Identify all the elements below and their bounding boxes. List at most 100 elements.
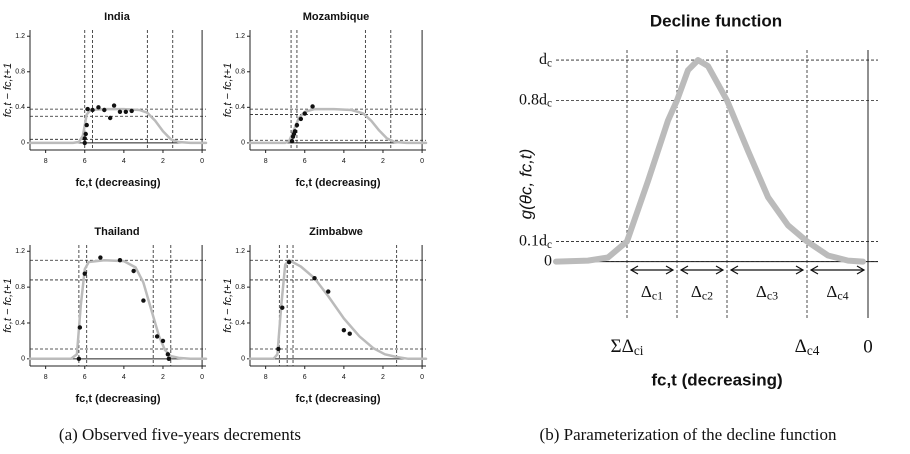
x-tick-label: Δc4	[795, 336, 820, 358]
point	[123, 109, 129, 114]
x-tick-label: 2	[161, 158, 165, 165]
x-tick-label: 4	[342, 374, 346, 381]
x-axis-label: fc,t (decreasing)	[76, 177, 161, 189]
point	[310, 104, 315, 109]
curve	[248, 258, 428, 361]
y-tick-label: dc	[539, 51, 552, 69]
point	[341, 327, 347, 333]
point	[298, 116, 304, 122]
y-tick-label: 0	[21, 140, 25, 147]
point	[117, 258, 123, 263]
point	[302, 111, 307, 116]
arrow-head	[809, 265, 866, 275]
point	[98, 255, 103, 260]
y-tick-label: 0	[241, 356, 245, 363]
x-tick-label: 6	[83, 158, 87, 165]
point	[312, 275, 317, 281]
x-tick-label: 6	[303, 158, 307, 165]
y-tick-label: 0.4	[15, 104, 25, 111]
y-tick-label: 0.4	[235, 104, 245, 111]
y-tick-label: 0	[21, 356, 25, 363]
panel: India fc,t (decreasing) fc,t − fc,t+1 0 0.4 0…	[2, 11, 208, 189]
x-tick-label: 8	[264, 374, 268, 381]
point	[77, 325, 83, 330]
point	[276, 346, 281, 352]
x-tick-label: 0	[200, 158, 204, 165]
x-axis-label: fc,t (decreasing)	[296, 177, 381, 189]
annotation: Δc4	[826, 282, 848, 302]
y-tick-label: 0.8	[15, 284, 25, 291]
x-tick-label: ΣΔci	[611, 336, 644, 358]
point	[131, 268, 136, 274]
point	[84, 122, 89, 128]
x-tick-label: 8	[44, 374, 48, 381]
curve	[553, 57, 866, 265]
y-tick-label: 0.1dc	[519, 232, 552, 250]
chart-title: Decline function	[650, 11, 782, 30]
panel: Thailand fc,t (decreasing) fc,t − fc,t+1 0 0…	[2, 226, 208, 405]
annotation: Δc2	[691, 282, 713, 302]
point	[141, 298, 146, 303]
x-tick-label: 4	[342, 158, 346, 165]
x-tick-label: 8	[44, 158, 48, 165]
caption: (a) Observed five-years decrements	[59, 425, 301, 444]
point	[90, 107, 95, 113]
arrow-head	[729, 265, 805, 275]
x-tick-label: 6	[303, 374, 307, 381]
y-tick-label: 0.4	[15, 320, 25, 327]
x-tick-label: 0	[420, 158, 424, 165]
y-tick-label: 0.8	[235, 69, 245, 76]
x-tick-label: 2	[161, 374, 165, 381]
curve	[28, 258, 208, 361]
arrow-head	[629, 265, 675, 275]
point	[160, 338, 166, 344]
point	[76, 356, 82, 362]
point	[85, 106, 90, 112]
y-tick-label: 1.2	[235, 248, 245, 255]
y-tick-label: 1.2	[235, 33, 245, 40]
y-axis-label: g(θc, fc,t)	[516, 149, 535, 220]
chart-title: India	[104, 11, 131, 23]
point	[292, 129, 298, 134]
point	[82, 271, 87, 276]
point	[294, 122, 300, 128]
point	[289, 138, 295, 144]
point	[82, 136, 87, 141]
point	[280, 305, 285, 310]
y-tick-label: 1.2	[15, 248, 25, 255]
point	[286, 259, 292, 265]
point	[107, 115, 113, 121]
point	[83, 131, 88, 137]
y-tick-label: 0.8	[15, 69, 25, 76]
x-tick-label: 0	[200, 374, 204, 381]
x-tick-label: 2	[381, 158, 385, 165]
x-tick-label: 2	[381, 374, 385, 381]
y-tick-label: 0.8dc	[519, 91, 552, 109]
x-tick-label: 6	[83, 374, 87, 381]
y-tick-label: 0	[544, 252, 552, 269]
x-tick-label: 8	[264, 158, 268, 165]
x-tick-label: 4	[122, 374, 126, 381]
point	[96, 105, 101, 110]
annotation: Δc3	[756, 282, 778, 302]
y-axis-label: fc,t − fc,t+1	[2, 63, 14, 117]
panel: Decline function fc,t (decreasing) g(θc, f…	[516, 11, 878, 389]
annotation: Δc1	[641, 282, 663, 302]
x-tick-label: 4	[122, 158, 126, 165]
point	[82, 140, 87, 146]
y-axis-label: fc,t − fc,t+1	[222, 63, 234, 117]
panel: Zimbabwe fc,t (decreasing) fc,t − fc,t+1 0 0…	[222, 226, 428, 405]
point	[102, 107, 107, 113]
point	[111, 103, 117, 108]
x-tick-label: 0	[863, 336, 873, 357]
point	[326, 289, 331, 294]
y-tick-label: 0.4	[235, 320, 245, 327]
y-tick-label: 0.8	[235, 284, 245, 291]
chart-title: Mozambique	[303, 11, 370, 23]
x-axis-label: fc,t (decreasing)	[651, 370, 782, 389]
x-axis-label: fc,t (decreasing)	[296, 393, 381, 405]
y-tick-label: 1.2	[15, 33, 25, 40]
point	[165, 352, 171, 357]
point	[117, 109, 123, 114]
